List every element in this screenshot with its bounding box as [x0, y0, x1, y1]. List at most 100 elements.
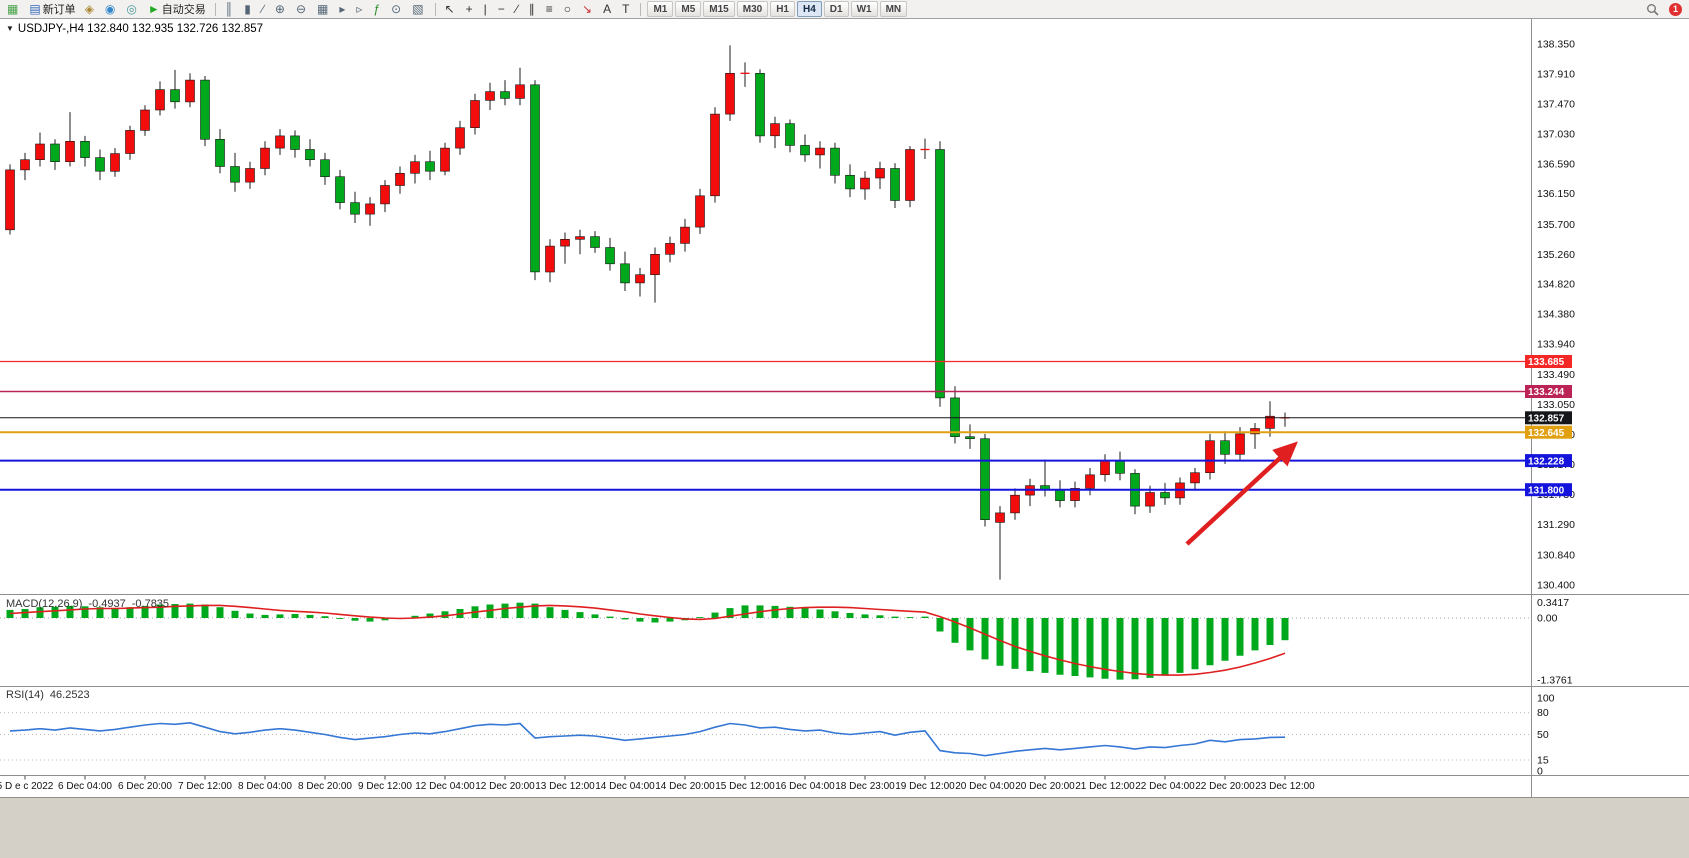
candle-body [665, 243, 675, 255]
candle-body [215, 139, 225, 167]
candle-body [95, 157, 105, 172]
timeframe-m30-button[interactable]: M30 [736, 1, 769, 17]
candle-body [680, 226, 690, 244]
cursor-button[interactable]: ↖ [441, 0, 461, 19]
new-order-button[interactable]: ▤ 新订单 [25, 0, 79, 19]
one-click-trading-icon[interactable]: ▼ [6, 24, 14, 33]
zoom-in-button[interactable]: ⊕ [271, 0, 291, 19]
candle-body [35, 143, 45, 160]
candle-body [620, 263, 630, 284]
candlestick-chart-button[interactable]: ▮ [240, 0, 257, 19]
svg-text:131.800: 131.800 [1528, 485, 1565, 496]
notification-badge[interactable]: 1 [1669, 2, 1682, 16]
candle-body [605, 247, 615, 265]
candle-body [830, 147, 840, 176]
crosshair-icon: + [465, 2, 473, 16]
tile-windows-icon: ▦ [317, 2, 329, 16]
price-scale-label: 133.490 [1537, 369, 1575, 381]
price-scale-label: 130.400 [1537, 580, 1575, 592]
price-scale: 138.350 137.910 137.470 137.030 136.590 136.1… [1537, 39, 1575, 592]
zoom-out-icon: ⊖ [295, 2, 307, 16]
trendline-button[interactable]: ∕ [512, 0, 524, 19]
trend-arrow[interactable] [1185, 441, 1298, 546]
rsi-scale-label: 15 [1537, 755, 1549, 767]
arrows-button[interactable]: ↘ [578, 0, 598, 19]
crosshair-button[interactable]: + [462, 0, 479, 19]
text-button[interactable]: A [599, 0, 617, 19]
candle-body [1265, 415, 1275, 429]
candle-body [905, 149, 915, 201]
candle-body [65, 141, 75, 163]
chart-shift-button[interactable]: ▹ [352, 0, 368, 19]
svg-text:132.857: 132.857 [1528, 414, 1565, 425]
candle-body [275, 135, 285, 149]
templates-icon: ▧ [412, 2, 424, 16]
price-badge-132.645: 132.645 [1525, 425, 1572, 439]
candle-body [365, 203, 375, 215]
time-axis-label: 14 Dec 04:00 [595, 781, 655, 792]
time-axis-label: 20 Dec 04:00 [955, 781, 1015, 792]
svg-text:133.244: 133.244 [1528, 387, 1565, 398]
search-icon[interactable] [1642, 0, 1663, 19]
line-chart-button[interactable]: ∕ [258, 0, 270, 19]
price-badge-132.228: 132.228 [1525, 454, 1572, 467]
timeframe-m5-button[interactable]: M5 [675, 1, 702, 17]
auto-trading-button[interactable]: ► 自动交易 [144, 0, 210, 19]
svg-text:133.685: 133.685 [1528, 357, 1565, 368]
time-axis-label: 14 Dec 20:00 [655, 781, 715, 792]
fibonacci-button[interactable]: ≡ [542, 0, 559, 19]
price-scale-label: 134.380 [1537, 309, 1575, 321]
timeframe-h1-button[interactable]: H1 [770, 1, 795, 17]
tile-windows-button[interactable]: ▦ [313, 0, 334, 19]
candle-body [980, 438, 990, 521]
templates-button[interactable]: ▧ [408, 0, 429, 19]
candle-body [1100, 460, 1110, 476]
candle-body [5, 169, 15, 231]
navigator-button[interactable]: ◎ [122, 0, 142, 19]
timeframe-m1-button[interactable]: M1 [647, 1, 674, 17]
candle-body [890, 168, 900, 201]
time-axis-label: 12 Dec 04:00 [415, 781, 475, 792]
time-axis-label: 8 Dec 04:00 [238, 781, 292, 792]
candle-body [335, 176, 345, 203]
candle-body [20, 159, 30, 171]
candle-body [350, 202, 360, 215]
vertical-line-button[interactable]: | [480, 0, 493, 19]
charts-profile-button[interactable]: ◈ [81, 0, 100, 19]
candle-body [1055, 489, 1065, 501]
timeframe-d1-button[interactable]: D1 [823, 1, 849, 17]
timeframe-m15-button[interactable]: M15 [703, 1, 735, 17]
shapes-button[interactable]: ○ [560, 0, 577, 19]
time-axis-label: 5 D e c 2022 [0, 781, 54, 792]
timeframe-h4-button[interactable]: H4 [796, 1, 822, 17]
periods-button[interactable]: ⊙ [387, 0, 407, 19]
candle-body [455, 127, 465, 149]
toolbar: ▦ ▤ 新订单 ◈ ◉ ◎ ► 自动交易 ║ ▮ ∕ ⊕ ⊖ ▦ ▸ ▹ ƒ ⊙ ▧ ↖ + | − ∕ ∥ ≡ ○ ↘ A T M1 M5 M… [0, 0, 1689, 19]
market-watch-button[interactable]: ◉ [101, 0, 121, 19]
time-axis-label: 6 Dec 20:00 [118, 781, 172, 792]
timeframe-mn-button[interactable]: MN [879, 1, 908, 17]
macd-scale-label: 0.3417 [1537, 597, 1569, 609]
indicators-button[interactable]: ƒ [369, 0, 386, 19]
new-chart-button[interactable]: ▦ [3, 0, 24, 19]
time-axis-label: 18 Dec 23:00 [835, 781, 895, 792]
equidistant-channel-button[interactable]: ∥ [525, 0, 541, 19]
text-label-button[interactable]: T [618, 0, 635, 19]
bar-chart-button[interactable]: ║ [221, 0, 240, 19]
new-order-icon: ▤ [29, 2, 41, 16]
auto-scroll-button[interactable]: ▸ [335, 0, 351, 19]
horizontal-line-button[interactable]: − [494, 0, 511, 19]
price-scale-label: 137.470 [1537, 98, 1575, 110]
price-scale-label: 133.050 [1537, 399, 1575, 411]
candle-body [875, 168, 885, 179]
zoom-out-button[interactable]: ⊖ [292, 0, 312, 19]
candle-body [575, 236, 585, 240]
rsi-value: 46.2523 [49, 689, 90, 701]
timeframe-w1-button[interactable]: W1 [850, 1, 878, 17]
candle-body [965, 436, 975, 440]
candle-body [260, 147, 270, 169]
candle-body [1235, 433, 1245, 455]
macd-signal-value: -0.7835 [131, 598, 170, 610]
